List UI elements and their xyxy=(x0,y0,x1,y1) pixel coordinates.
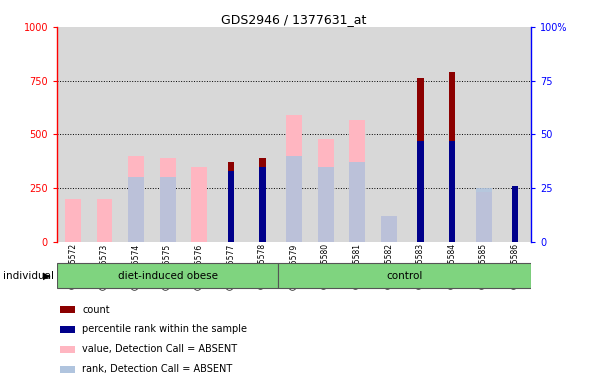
Bar xyxy=(97,199,112,242)
Bar xyxy=(449,141,455,242)
Bar xyxy=(259,158,266,242)
Text: value, Detection Call = ABSENT: value, Detection Call = ABSENT xyxy=(82,344,238,354)
Bar xyxy=(512,187,518,242)
Bar xyxy=(476,188,491,242)
Bar xyxy=(227,171,234,242)
Bar xyxy=(160,177,176,242)
Text: percentile rank within the sample: percentile rank within the sample xyxy=(82,324,247,334)
Bar xyxy=(278,263,531,288)
Title: GDS2946 / 1377631_at: GDS2946 / 1377631_at xyxy=(221,13,367,26)
Bar xyxy=(417,141,424,242)
Text: control: control xyxy=(386,270,423,281)
Bar xyxy=(349,162,365,242)
Bar xyxy=(128,156,144,242)
Bar xyxy=(191,167,207,242)
Bar xyxy=(318,139,334,242)
Text: diet-induced obese: diet-induced obese xyxy=(118,270,218,281)
Bar xyxy=(160,158,176,242)
Bar xyxy=(318,167,334,242)
Bar xyxy=(286,156,302,242)
Bar xyxy=(512,186,518,242)
Text: rank, Detection Call = ABSENT: rank, Detection Call = ABSENT xyxy=(82,364,232,374)
Bar xyxy=(417,78,424,242)
Bar xyxy=(57,263,278,288)
Bar xyxy=(449,72,455,242)
Bar xyxy=(227,162,234,242)
Text: individual: individual xyxy=(3,270,54,281)
Bar xyxy=(476,192,491,242)
Bar xyxy=(349,121,365,242)
Bar xyxy=(381,216,397,242)
Text: count: count xyxy=(82,305,110,314)
Bar xyxy=(259,167,266,242)
Bar xyxy=(286,115,302,242)
Bar xyxy=(381,216,397,242)
Bar xyxy=(128,177,144,242)
Bar xyxy=(65,199,80,242)
Text: ▶: ▶ xyxy=(43,270,50,281)
